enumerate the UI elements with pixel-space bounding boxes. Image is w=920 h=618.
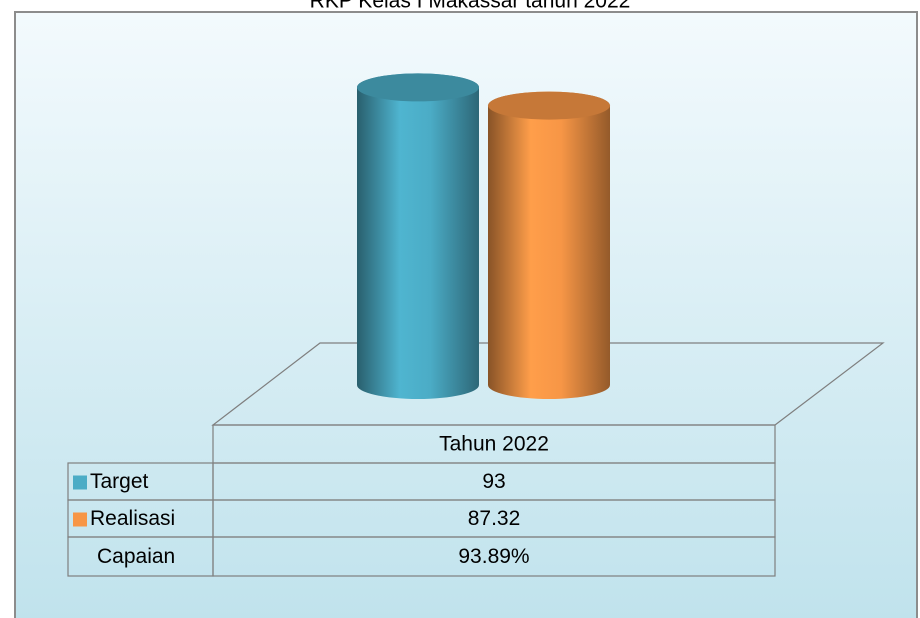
table-value: 87.32 [468, 507, 521, 530]
bars [357, 73, 610, 400]
bar [357, 73, 479, 400]
row-label: Capaian [97, 545, 175, 568]
column-header: Tahun 2022 [439, 433, 549, 456]
data-table: Tahun 2022 Target 93 Realisasi 87.32 Capaian 9… [67, 424, 776, 577]
legend-swatch [73, 512, 87, 527]
bar [488, 91, 610, 399]
bar-top [488, 91, 610, 120]
legend-label: Target [90, 470, 149, 493]
table-cell [212, 536, 776, 577]
legend-label: Realisasi [90, 507, 175, 530]
legend-swatch [73, 475, 87, 490]
chart-title: RKP Kelas I Makassar tahun 2022 [310, 0, 631, 13]
bar-top [357, 73, 479, 102]
table-value: 93 [482, 470, 505, 493]
table-value: 93.89% [458, 545, 529, 568]
